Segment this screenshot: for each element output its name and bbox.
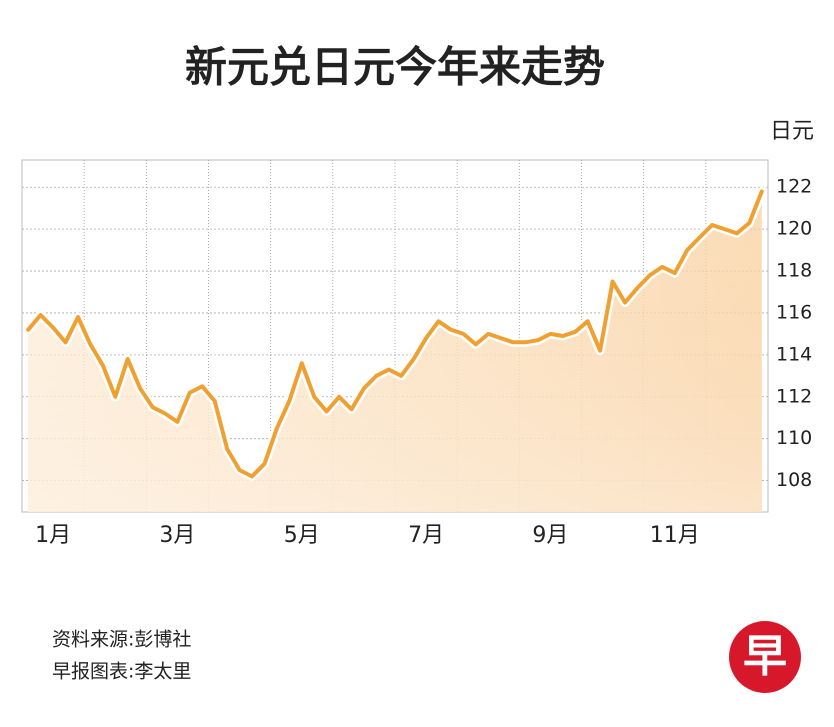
y-tick-label: 116 [776,301,812,323]
chart-title: 新元兑日元今年来走势 [185,43,605,92]
y-tick-label: 112 [776,385,812,407]
logo-circle [729,621,801,693]
plot-area: 108 110 112 114 116 118 120 122 1月 3月 5月 7月 9月 11月 [21,159,812,548]
y-tick-label: 114 [776,343,812,365]
area-fade [28,191,762,512]
source-note: 资料来源:彭博社 [52,629,191,651]
y-tick-label: 118 [776,260,812,282]
y-tick-label: 120 [776,218,812,240]
y-tick-label: 108 [776,469,812,491]
x-tick-label: 3月 [159,523,195,548]
y-tick-label: 122 [776,176,812,198]
x-tick-label: 1月 [35,523,71,548]
x-tick-label: 5月 [284,523,320,548]
x-tick-label: 9月 [532,523,568,548]
logo-text: 早 [743,631,787,682]
y-tick-label: 110 [776,427,812,449]
y-axis-label: 日元 [770,119,814,144]
line [26,189,764,479]
x-tick-label: 7月 [408,523,444,548]
credit-note: 早报图表:李太里 [52,661,191,683]
x-tick-label: 11月 [650,523,700,548]
